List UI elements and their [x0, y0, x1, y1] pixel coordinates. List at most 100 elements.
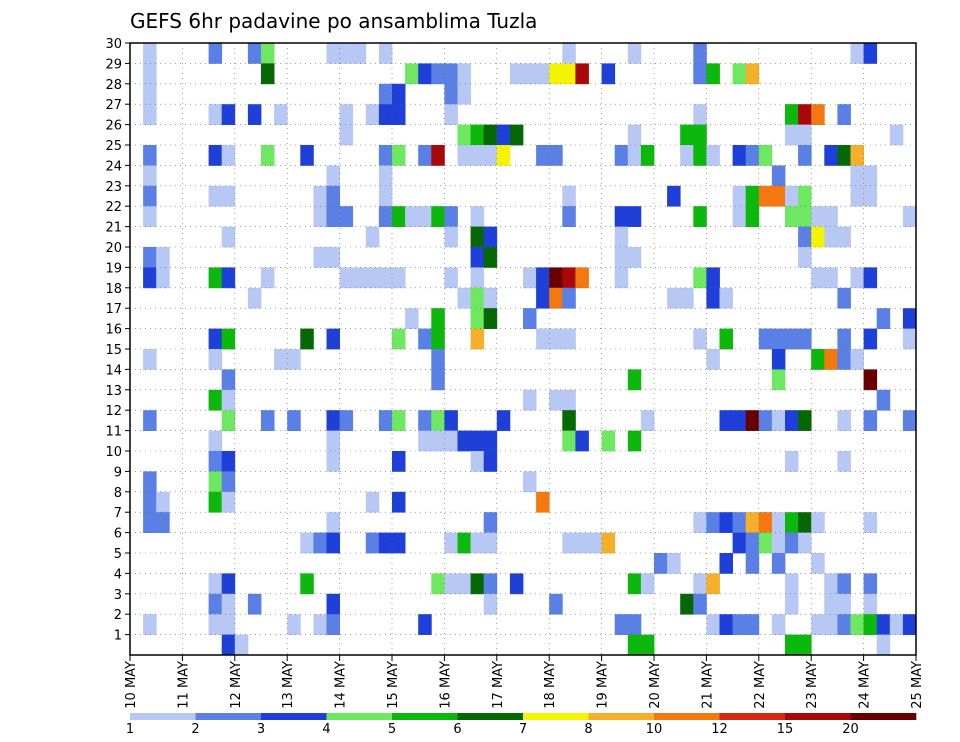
heatmap-cell [771, 614, 786, 635]
heatmap-cell [785, 206, 799, 227]
colorbar-label: 7 [519, 722, 527, 737]
y-tick-label: 12 [105, 404, 122, 419]
colorbar-label: 4 [322, 722, 330, 737]
x-tick-label: 24 MAY [858, 661, 873, 709]
heatmap-cell [627, 614, 642, 635]
heatmap-cell [509, 63, 524, 85]
y-tick-label: 3 [114, 588, 122, 603]
heatmap-cell [208, 593, 223, 615]
heatmap-cell [208, 104, 223, 125]
heatmap-cell [771, 349, 786, 370]
heatmap-cell [470, 267, 485, 289]
heatmap-cell [745, 553, 760, 574]
heatmap-cell [287, 349, 301, 370]
heatmap-cell [732, 185, 747, 207]
heatmap-cell [431, 369, 445, 391]
y-tick-label: 18 [105, 282, 122, 297]
heatmap-cell [208, 614, 223, 635]
heatmap-cell [378, 185, 393, 207]
heatmap-cell [549, 287, 563, 309]
heatmap-cell [732, 63, 747, 85]
heatmap-cell [693, 124, 707, 146]
heatmap-cell [365, 532, 380, 554]
heatmap-cell [706, 349, 720, 370]
heatmap-cell [221, 593, 236, 615]
heatmap-cell [902, 308, 917, 329]
heatmap-cell [208, 389, 223, 411]
heatmap-cell [339, 124, 354, 146]
heatmap-cell [798, 206, 812, 227]
y-tick-label: 27 [105, 98, 122, 113]
heatmap-cell [418, 328, 432, 350]
heatmap-cell [837, 614, 851, 635]
heatmap-cell [798, 512, 812, 533]
heatmap-cell [378, 206, 393, 227]
heatmap-cell [339, 43, 354, 64]
y-tick-label: 16 [105, 323, 122, 338]
heatmap-cell [837, 226, 851, 248]
heatmap-cell [771, 532, 786, 554]
x-tick-label: 16 MAY [438, 661, 453, 709]
heatmap-cell [143, 512, 157, 533]
heatmap-cell [785, 104, 799, 125]
x-tick-label: 15 MAY [386, 661, 401, 709]
heatmap-cell [392, 410, 406, 431]
heatmap-cell [313, 614, 327, 635]
heatmap-cell [208, 267, 223, 289]
heatmap-cell [470, 430, 485, 452]
heatmap-cell [732, 512, 747, 533]
y-tick-label: 6 [114, 527, 122, 542]
heatmap-cell [156, 491, 170, 513]
heatmap-cell [732, 410, 747, 431]
colorbar-swatch [326, 713, 393, 720]
heatmap-cell [614, 267, 629, 289]
heatmap-cell [785, 124, 799, 146]
heatmap-cell [326, 410, 340, 431]
heatmap-cell [313, 532, 327, 554]
heatmap-cell [221, 573, 236, 595]
heatmap-cell [221, 491, 236, 513]
heatmap-cell [785, 532, 799, 554]
heatmap-cell [824, 145, 838, 166]
heatmap-cell [745, 512, 760, 533]
heatmap-cell [627, 43, 642, 64]
heatmap-cell [392, 145, 406, 166]
heatmap-cell [732, 206, 747, 227]
y-tick-label: 20 [105, 241, 122, 256]
heatmap-cell [208, 185, 223, 207]
heatmap-cell [444, 104, 458, 125]
heatmap-cell [785, 593, 799, 615]
y-tick-label: 17 [105, 302, 122, 317]
heatmap-cell [392, 83, 406, 105]
heatmap-cell [326, 451, 340, 472]
heatmap-cell [640, 634, 655, 656]
colorbar-swatch [523, 713, 589, 720]
heatmap-cell [562, 430, 576, 452]
heatmap-cell [143, 145, 157, 166]
heatmap-cell [470, 532, 485, 554]
heatmap-cell [221, 389, 236, 411]
heatmap-cell [837, 451, 851, 472]
heatmap-cell [693, 512, 707, 533]
heatmap-cell [719, 287, 733, 309]
heatmap-cell [614, 226, 629, 248]
heatmap-cell [208, 430, 223, 452]
heatmap-cell [470, 247, 485, 268]
x-tick-label: 17 MAY [491, 661, 506, 709]
heatmap-cell [706, 63, 720, 85]
heatmap-cell [483, 226, 498, 248]
heatmap-cell [143, 471, 157, 493]
heatmap-cell [234, 634, 249, 656]
heatmap-cell [824, 573, 838, 595]
colorbar: 1 2 3 4 5 6 7 8 10 12 15 20 [126, 713, 917, 737]
heatmap-cell [326, 593, 340, 615]
heatmap-cell [902, 614, 917, 635]
y-tick-label: 13 [105, 384, 122, 399]
heatmap-cell [614, 614, 629, 635]
heatmap-cell [457, 430, 471, 452]
y-tick-label: 29 [105, 57, 122, 72]
heatmap-cell [300, 532, 314, 554]
colorbar-swatch [130, 713, 196, 720]
heatmap-cell [431, 573, 445, 595]
heatmap-cell [392, 104, 406, 125]
